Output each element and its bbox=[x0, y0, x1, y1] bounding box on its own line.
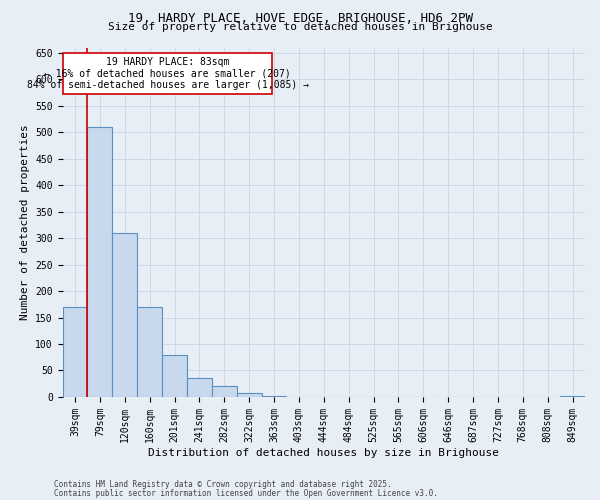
Y-axis label: Number of detached properties: Number of detached properties bbox=[20, 124, 29, 320]
Bar bbox=[137, 307, 162, 397]
Bar bbox=[62, 307, 88, 397]
Bar bbox=[88, 127, 112, 397]
Text: Size of property relative to detached houses in Brighouse: Size of property relative to detached ho… bbox=[107, 22, 493, 32]
X-axis label: Distribution of detached houses by size in Brighouse: Distribution of detached houses by size … bbox=[148, 448, 499, 458]
Text: Contains HM Land Registry data © Crown copyright and database right 2025.: Contains HM Land Registry data © Crown c… bbox=[54, 480, 392, 489]
FancyBboxPatch shape bbox=[63, 53, 272, 94]
Bar bbox=[262, 396, 286, 397]
Text: 19, HARDY PLACE, HOVE EDGE, BRIGHOUSE, HD6 2PW: 19, HARDY PLACE, HOVE EDGE, BRIGHOUSE, H… bbox=[128, 12, 473, 26]
Text: ← 16% of detached houses are smaller (207): ← 16% of detached houses are smaller (20… bbox=[44, 68, 291, 78]
Bar bbox=[162, 354, 187, 397]
Text: 84% of semi-detached houses are larger (1,085) →: 84% of semi-detached houses are larger (… bbox=[26, 80, 308, 90]
Bar bbox=[560, 396, 585, 397]
Bar bbox=[112, 233, 137, 397]
Text: Contains public sector information licensed under the Open Government Licence v3: Contains public sector information licen… bbox=[54, 489, 438, 498]
Bar bbox=[212, 386, 237, 397]
Text: 19 HARDY PLACE: 83sqm: 19 HARDY PLACE: 83sqm bbox=[106, 57, 229, 67]
Bar bbox=[187, 378, 212, 397]
Bar bbox=[237, 392, 262, 397]
